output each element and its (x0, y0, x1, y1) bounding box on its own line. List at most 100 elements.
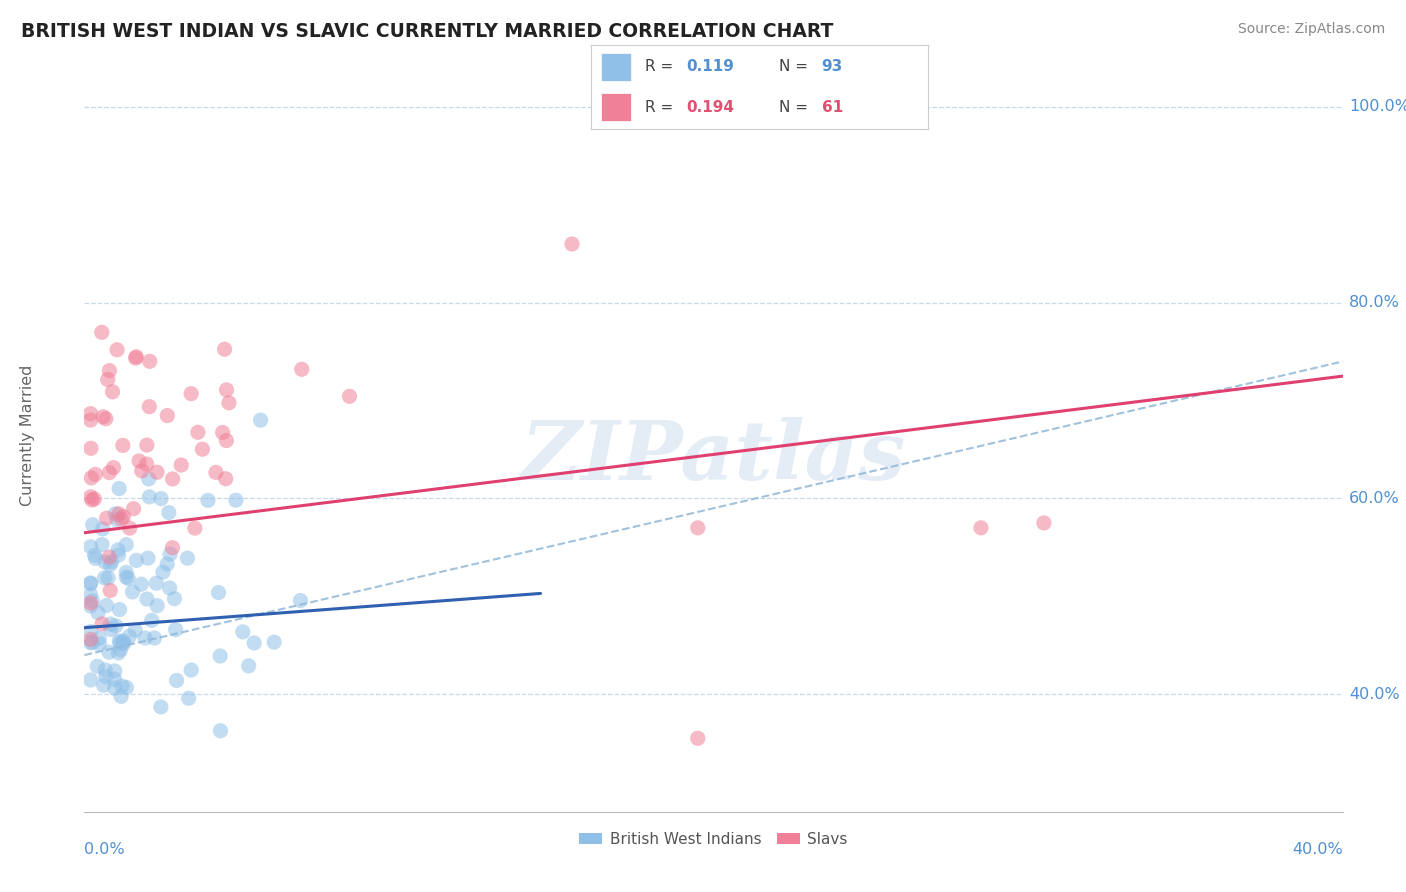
Point (94, 670, 117, 684)
Point (108, 602, 131, 616)
Point (107, 542, 129, 557)
Point (215, 434, 238, 448)
Point (82, 594, 104, 608)
Point (170, 458, 193, 472)
Point (79, 624, 101, 639)
Point (131, 464, 153, 478)
Text: 61: 61 (821, 100, 844, 115)
Text: 0.0%: 0.0% (84, 842, 125, 857)
Point (108, 482, 131, 496)
Point (157, 506, 180, 520)
Text: R =: R = (644, 100, 678, 115)
Point (115, 566, 138, 580)
Point (561, 237, 583, 252)
Point (98, 583, 121, 598)
Text: 100.0%: 100.0% (1348, 99, 1406, 114)
Point (149, 700, 172, 714)
Point (86, 659, 108, 673)
Point (112, 636, 135, 650)
Point (111, 636, 134, 650)
Point (970, 521, 993, 535)
Point (93, 678, 115, 692)
Point (128, 454, 150, 468)
Point (1032, 516, 1054, 530)
Point (180, 386, 202, 401)
Point (107, 548, 129, 562)
Point (79, 413, 101, 427)
Point (686, 731, 709, 746)
Text: N =: N = (779, 59, 813, 74)
Point (131, 577, 153, 591)
Point (156, 557, 179, 571)
Point (162, 541, 184, 555)
Point (156, 409, 179, 423)
Point (238, 658, 260, 673)
Point (115, 681, 138, 695)
Point (90, 326, 112, 340)
Point (97, 373, 120, 387)
Point (89, 632, 111, 646)
Point (80, 471, 103, 485)
Point (79, 576, 101, 591)
Point (215, 383, 238, 397)
Point (124, 351, 146, 365)
Point (107, 507, 129, 521)
Point (104, 664, 127, 678)
Point (138, 490, 160, 504)
Point (79, 636, 101, 650)
Text: N =: N = (779, 100, 813, 115)
Point (105, 343, 128, 357)
Point (135, 438, 157, 452)
Point (159, 581, 181, 595)
Point (98, 645, 121, 659)
FancyBboxPatch shape (600, 93, 631, 120)
Point (138, 400, 160, 414)
Point (104, 619, 127, 633)
Point (108, 634, 131, 648)
Point (225, 493, 247, 508)
Point (207, 585, 229, 599)
Point (214, 343, 236, 357)
Point (98, 466, 121, 480)
Point (205, 466, 228, 480)
Point (84, 467, 107, 482)
Point (138, 472, 160, 486)
Point (218, 396, 240, 410)
Point (339, 389, 361, 403)
Text: BRITISH WEST INDIAN VS SLAVIC CURRENTLY MARRIED CORRELATION CHART: BRITISH WEST INDIAN VS SLAVIC CURRENTLY … (21, 22, 834, 41)
Point (91, 409, 114, 424)
Point (115, 538, 138, 552)
Point (79, 588, 101, 602)
Point (141, 613, 163, 627)
Point (105, 512, 128, 526)
Point (145, 576, 167, 591)
Point (136, 592, 159, 607)
Point (94, 411, 117, 425)
Point (79, 599, 101, 613)
Point (118, 629, 141, 643)
Point (107, 646, 129, 660)
Point (89, 637, 111, 651)
Text: R =: R = (644, 59, 678, 74)
Point (152, 565, 174, 579)
Point (91, 616, 114, 631)
Point (108, 635, 131, 649)
Point (163, 591, 186, 606)
Point (101, 384, 124, 399)
Point (121, 585, 143, 599)
Point (79, 575, 101, 590)
Text: 40.0%: 40.0% (1348, 687, 1400, 702)
Point (180, 663, 202, 677)
Point (243, 636, 266, 650)
Text: Currently Married: Currently Married (20, 364, 35, 506)
Point (110, 512, 132, 526)
Text: 80.0%: 80.0% (1348, 295, 1400, 310)
Point (110, 642, 132, 657)
Point (184, 521, 207, 535)
Point (162, 472, 184, 486)
Point (125, 350, 148, 364)
Point (79, 596, 101, 610)
Text: 60.0%: 60.0% (1348, 491, 1400, 506)
FancyBboxPatch shape (600, 54, 631, 81)
Point (110, 690, 132, 704)
